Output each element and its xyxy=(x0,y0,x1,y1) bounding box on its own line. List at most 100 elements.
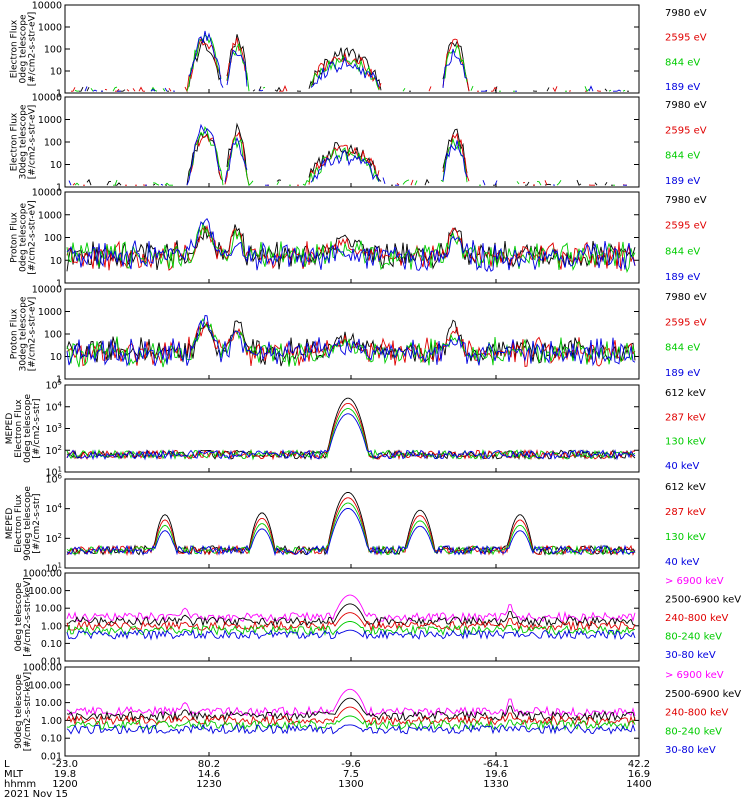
y-axis-label: Electron Flux xyxy=(14,494,24,553)
y-tick-label: 10.00 xyxy=(35,604,62,615)
series-line xyxy=(79,34,629,92)
x-tick-label: 14.6 xyxy=(198,769,220,780)
y-tick-label: 100 xyxy=(44,45,62,56)
series-line xyxy=(66,502,636,556)
series-line xyxy=(66,492,636,556)
legend-entry: 2595 eV xyxy=(665,125,707,136)
series-line xyxy=(66,603,636,628)
series-line xyxy=(84,30,622,92)
x-tick-label: 16.9 xyxy=(628,769,650,780)
y-axis-label: [#/cm2-s-str-keV] xyxy=(23,672,33,751)
y-axis-label: 90deg telescope xyxy=(14,674,24,749)
y-tick-label: 10000 xyxy=(32,1,62,12)
y-axis-label: [#/cm2-s-str] xyxy=(32,398,42,458)
series-line xyxy=(66,715,636,731)
panel-3: 1 10 100 1000 10000 Proton Flux 0deg telescope… xyxy=(10,188,707,290)
x-row-label-l: L xyxy=(4,759,10,770)
x-tick-label: 7.5 xyxy=(343,769,359,780)
y-axis-label: 0deg telescope xyxy=(19,203,29,273)
x-row-label-hhmm: hhmm xyxy=(4,779,36,790)
series-line xyxy=(66,408,636,461)
x-tick-label: -9.6 xyxy=(341,759,361,770)
legend-entry: 130 keV xyxy=(665,437,706,448)
plot-frame xyxy=(64,384,640,473)
x-tick-label: 19.8 xyxy=(54,769,76,780)
y-axis-label: [#/cm2-s-str-eV] xyxy=(28,200,38,275)
series-line xyxy=(66,314,636,367)
series-line xyxy=(87,124,633,185)
y-tick-label: 1000.00 xyxy=(23,569,62,580)
y-tick-label: 102 xyxy=(45,444,62,457)
legend-entry: 7980 eV xyxy=(665,292,707,303)
date-label: 2021 Nov 15 xyxy=(4,789,68,800)
x-tick-label: 42.2 xyxy=(628,759,650,770)
y-tick-label: 100.00 xyxy=(29,586,62,597)
y-tick-label: 1 xyxy=(56,375,62,386)
legend-entry: > 6900 keV xyxy=(665,576,724,587)
x-tick-label: 80.2 xyxy=(198,759,220,770)
x-tick-label: 19.6 xyxy=(485,769,507,780)
y-tick-label: 1.00 xyxy=(41,716,62,727)
y-tick-label: 1000 xyxy=(38,23,62,34)
plot-frame xyxy=(64,4,640,94)
y-tick-label: 1000 xyxy=(38,307,62,318)
legend-entry: 189 eV xyxy=(665,82,700,93)
legend-entry: 30-80 keV xyxy=(665,650,716,661)
y-axis-label: Proton Flux xyxy=(10,308,20,359)
y-tick-label: 104 xyxy=(45,502,62,515)
y-axis-label: Electron Flux xyxy=(14,399,24,458)
y-tick-label: 103 xyxy=(45,422,62,435)
series-line xyxy=(68,123,627,186)
series-line xyxy=(66,594,636,623)
y-tick-label: 0.10 xyxy=(41,639,62,650)
legend-entry: 2595 eV xyxy=(665,317,707,328)
legend-entry: 30-80 keV xyxy=(665,745,716,756)
legend-entry: 844 eV xyxy=(665,343,700,354)
legend-entry: 844 eV xyxy=(665,151,700,162)
y-axis-label: 0deg telescope xyxy=(14,582,24,652)
y-tick-label: 10 xyxy=(50,67,62,78)
y-axis-label: [#/cm2-s-str-eV] xyxy=(28,297,38,372)
y-axis-label: MEPED xyxy=(5,413,15,445)
legend-entry: 40 keV xyxy=(665,557,699,568)
legend-entry: 240-800 keV xyxy=(665,613,729,624)
y-tick-label: 10 xyxy=(50,256,62,267)
legend-entry: 2500-6900 keV xyxy=(665,689,741,700)
y-tick-label: 0.01 xyxy=(41,657,62,668)
series-line xyxy=(66,697,636,722)
plot-frame xyxy=(64,572,640,662)
series-line xyxy=(66,224,636,272)
y-tick-label: 100 xyxy=(44,138,62,149)
x-row-label-mlt: MLT xyxy=(4,769,24,780)
y-axis-label: Proton Flux xyxy=(10,212,20,263)
y-tick-label: 10 xyxy=(50,352,62,363)
x-tick-label: 1200 xyxy=(52,779,77,790)
y-tick-label: 10000 xyxy=(32,285,62,296)
legend-entry: 2595 eV xyxy=(665,33,707,44)
series-line xyxy=(66,318,636,368)
y-tick-label: 1 xyxy=(56,89,62,100)
y-tick-label: 0.01 xyxy=(41,752,62,763)
series-line xyxy=(66,397,636,461)
plot-frame xyxy=(64,96,640,188)
y-axis-label: Electron Flux xyxy=(10,19,20,78)
y-tick-label: 105 xyxy=(45,379,62,392)
series-line xyxy=(75,127,633,185)
series-line xyxy=(66,628,636,641)
y-tick-label: 10000 xyxy=(32,188,62,199)
y-tick-label: 10.00 xyxy=(35,698,62,709)
legend-entry: 612 keV xyxy=(665,388,706,399)
legend-entry: 7980 eV xyxy=(665,195,707,206)
y-tick-label: 100.00 xyxy=(29,680,62,691)
series-line xyxy=(74,34,626,92)
legend-entry: 189 eV xyxy=(665,368,700,379)
series-line xyxy=(66,688,636,718)
legend-entry: 287 keV xyxy=(665,507,706,518)
series-line xyxy=(66,321,636,368)
y-tick-label: 1000 xyxy=(38,115,62,126)
y-axis-label: 0deg telescope xyxy=(23,394,33,464)
y-axis-label: 90deg telescope xyxy=(23,486,33,561)
